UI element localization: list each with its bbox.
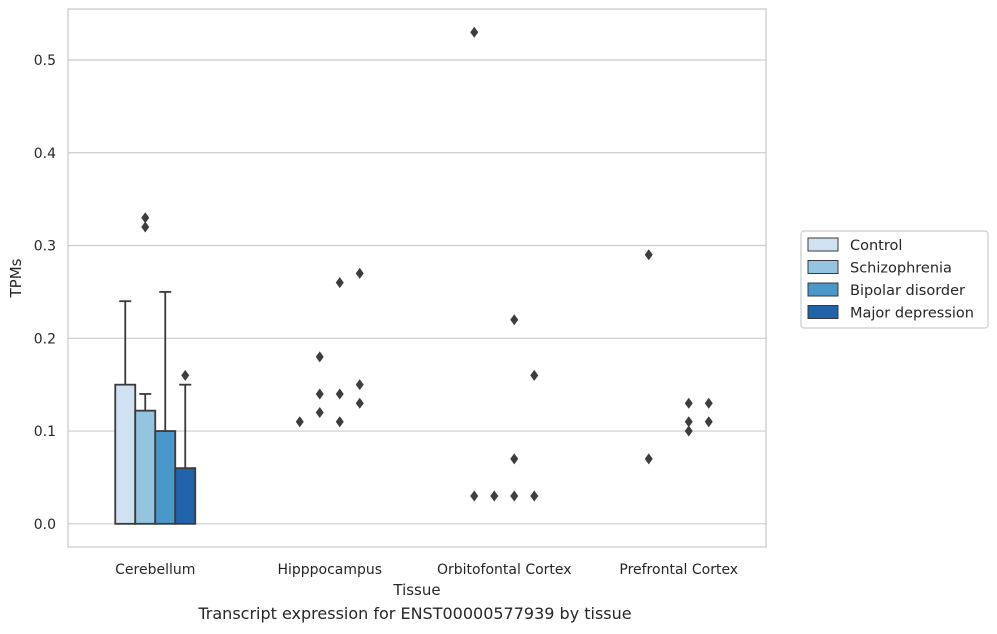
legend-swatch xyxy=(807,260,839,274)
chart: 0.0 0.1 0.2 0.3 0.4 0.5 Cerebellum Hipppocampu… xyxy=(7,8,989,599)
legend-swatch xyxy=(807,237,839,252)
outlier-point xyxy=(644,453,653,465)
outlier-point xyxy=(510,453,519,465)
outlier-point xyxy=(355,267,364,279)
outlier-point xyxy=(530,490,539,502)
legend-label: Bipolar disorder xyxy=(850,283,965,299)
x-axis-label: Tissue xyxy=(392,581,440,599)
outlier-point xyxy=(644,249,653,261)
outlier-point xyxy=(470,26,479,38)
y-tick-label: 0.5 xyxy=(34,53,56,69)
outlier-point xyxy=(315,351,324,363)
outlier-point xyxy=(335,388,344,400)
legend-swatch xyxy=(807,282,839,297)
outlier-point xyxy=(355,397,364,409)
outlier-point xyxy=(530,369,539,381)
gridlines xyxy=(68,59,766,525)
y-tick-label: 0.2 xyxy=(34,331,56,347)
bar xyxy=(114,383,137,525)
legend-label: Major depression xyxy=(850,306,974,322)
x-tick-labels: Cerebellum Hipppocampus Orbitofontal Corte… xyxy=(115,562,738,578)
y-axis-label: TPMs xyxy=(7,258,25,298)
x-tick-label: Prefrontal Cortex xyxy=(619,562,738,578)
outlier-point xyxy=(684,397,693,409)
legend-swatch xyxy=(807,305,839,319)
outlier-point xyxy=(141,212,150,224)
legend: Control Schizophrenia Bipolar disorder Majo… xyxy=(800,230,989,329)
outlier-point xyxy=(315,388,324,400)
bar xyxy=(134,409,157,525)
outlier-point xyxy=(490,490,499,502)
outlier-point xyxy=(295,416,304,428)
outlier-point xyxy=(181,369,190,381)
outlier-point xyxy=(141,221,150,233)
x-tick-label: Cerebellum xyxy=(115,562,195,578)
outlier-point xyxy=(470,490,479,502)
plot-frame xyxy=(67,8,767,548)
y-tick-label: 0.3 xyxy=(34,239,56,255)
outlier-markers xyxy=(141,26,713,502)
y-tick-label: 0.0 xyxy=(34,517,56,533)
x-tick-label: Orbitofontal Cortex xyxy=(437,562,572,578)
x-tick-label: Hipppocampus xyxy=(277,562,382,578)
legend-box xyxy=(800,230,989,329)
outlier-point xyxy=(684,416,693,428)
bar xyxy=(154,430,177,525)
outlier-point xyxy=(335,416,344,428)
y-tick-label: 0.1 xyxy=(34,424,56,440)
bar xyxy=(174,467,197,525)
outlier-point xyxy=(335,277,344,289)
bars xyxy=(114,291,197,525)
outlier-point xyxy=(684,425,693,437)
outlier-point xyxy=(510,314,519,326)
chart-caption: Transcript expression for ENST0000057793… xyxy=(198,604,632,623)
legend-label: Schizophrenia xyxy=(850,261,952,277)
y-tick-label: 0.4 xyxy=(34,146,56,162)
legend-label: Control xyxy=(850,238,902,254)
outlier-point xyxy=(704,397,713,409)
y-tick-labels: 0.0 0.1 0.2 0.3 0.4 0.5 xyxy=(34,53,56,533)
outlier-point xyxy=(315,407,324,418)
outlier-point xyxy=(704,416,713,428)
outlier-point xyxy=(510,490,519,502)
outlier-point xyxy=(355,379,364,391)
